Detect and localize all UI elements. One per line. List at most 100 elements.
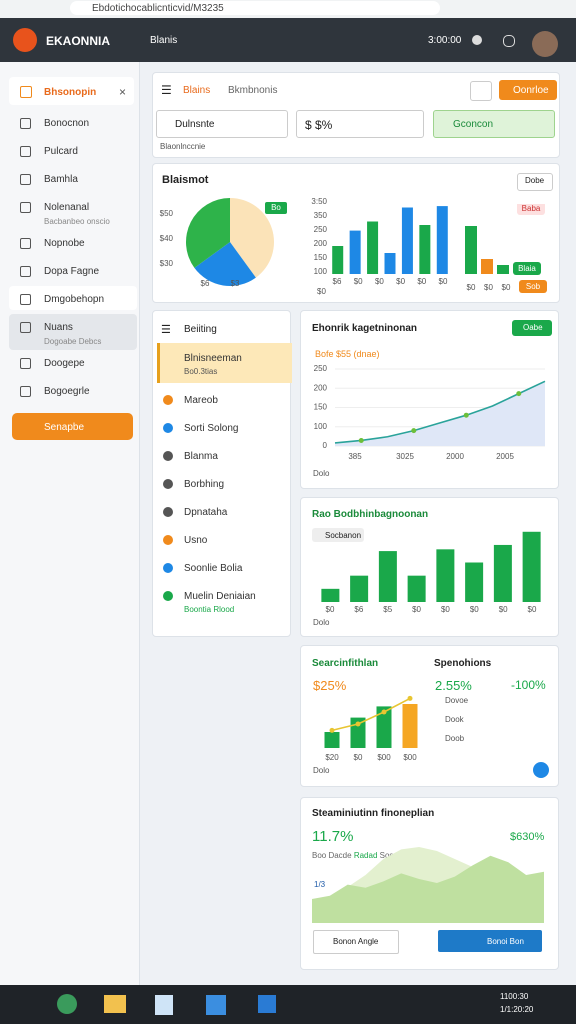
line-button[interactable] [512,320,552,336]
avatar[interactable] [532,31,558,57]
icon [20,238,31,249]
line-chart: 250 200 150 100 0 385 3025 2000 2005 [314,364,546,461]
x-tick-label: $6 [201,279,210,288]
close-icon[interactable]: × [119,85,127,99]
line-title: Ehonrik kagetninonan [312,323,418,334]
y-tick-label: 250 [314,225,328,234]
menu-icon[interactable]: ☰ [161,83,172,97]
point [407,695,413,701]
sidebar-sub: Dogoabe Debcs [44,337,102,346]
bar [436,206,448,274]
icon[interactable] [472,35,482,45]
sidebar-item[interactable]: Bamhla [44,174,78,185]
list-item[interactable]: Blnisneeman [184,353,242,364]
icon[interactable] [503,35,515,47]
sidebar-item[interactable]: Nolenanal [44,202,90,213]
icon [163,535,173,545]
x-tick-label: $0 [502,283,511,292]
x-tick-label: $0 [499,605,508,614]
tag-label: Socbanon [325,531,362,540]
y-tick-label: 100 [314,422,328,431]
app-icon[interactable] [104,995,126,1013]
point [516,391,522,397]
sidebar-item[interactable]: Nuans [44,322,73,333]
sidebar-item[interactable]: Dmgobehopn [44,294,105,305]
sidebar-item[interactable]: Bonocnon [44,118,90,129]
list-item[interactable]: Soonlie Bolia [184,563,243,574]
url: Ebdotichocablicnticvid/M3235 [92,3,224,14]
stats-value: 2.55% [435,678,472,693]
list-item[interactable]: Muelin Deniaian [184,591,256,602]
url-box[interactable] [70,1,440,15]
list-item[interactable]: Blanma [184,451,218,462]
combo-chart: $20 $0 $00 $00 [324,695,418,762]
sidebar-item[interactable]: Pulcard [44,146,78,157]
bar [321,588,340,602]
list-item[interactable]: Dpnataha [184,507,228,518]
toolbar-subtitle: Bkmbnonis [228,85,278,96]
badge-label: Bo [271,203,281,212]
stats-title: Spenohions [434,658,492,669]
amount: $ $% [305,118,333,132]
app-icon[interactable] [57,994,77,1014]
caption-text: Boo Dacde [312,851,352,860]
brand: EKAONNIA [46,34,111,48]
select[interactable] [156,110,288,138]
sidebar-item[interactable]: Doogepe [44,358,85,369]
bar [465,226,477,274]
bar [350,575,369,602]
y-tick-label: 150 [314,253,328,262]
button[interactable] [313,930,399,954]
app-icon[interactable] [155,995,173,1015]
point [355,721,361,727]
icon [20,266,31,277]
area-title: Steaminiutinn finoneplian [312,808,435,819]
list-card: ☰ Beiiting Blnisneeman Bo0.3tias Mareob Sor… [152,310,292,637]
toolbar-card: ☰ Blains Bkmbnonis Oonrloe Dulnsnte $ $%… [152,72,560,158]
x-tick-label: $0 [484,283,493,292]
line-card: Ehonrik kagetninonan Oabe Bofe $55 (dnae… [300,310,559,489]
app-icon[interactable] [206,995,226,1015]
amount-input[interactable] [296,110,424,138]
point [463,412,469,418]
toolbar-button[interactable] [499,80,557,100]
icon [20,202,31,213]
sidebar-item[interactable]: Dopa Fagne [44,266,100,277]
icon [163,423,173,433]
tag[interactable] [312,528,364,542]
list-item[interactable]: Borbhing [184,479,225,490]
filter[interactable] [433,110,555,138]
x-tick-label: $20 [325,753,339,762]
icon [20,386,31,397]
sidebar-item[interactable]: Nopnobe [44,238,85,249]
list-item[interactable]: Sorti Solong [184,423,239,434]
pie-slice [230,198,274,278]
combo-value: $25% [313,678,347,693]
overview-action[interactable] [517,173,553,191]
badge [513,262,541,275]
list-item[interactable]: Mareob [184,395,218,406]
x-tick-label: 385 [348,452,362,461]
badge [519,280,547,293]
app-icon[interactable] [258,995,276,1013]
bar [349,230,361,274]
bar [332,246,344,274]
sidebar-button[interactable] [12,413,133,440]
menu[interactable]: Blanis [150,35,178,46]
icon [20,146,31,157]
caption-highlight: Radad [353,851,378,860]
sidebar-head [9,77,134,105]
fab[interactable] [533,762,549,778]
sidebar-item[interactable]: Bogoegrle [44,386,90,397]
area [335,381,545,446]
icon-button[interactable] [470,81,492,101]
stats-item: Dook [445,715,464,724]
x-tick-label: $6 [333,277,342,286]
y-tick-label: 200 [314,239,328,248]
list-item[interactable]: Usno [184,535,208,546]
y-tick-label: $40 [160,234,174,243]
icon [20,322,31,333]
list-sub: Bo0.3tias [184,367,218,376]
badge [265,202,287,214]
button[interactable] [438,930,542,952]
